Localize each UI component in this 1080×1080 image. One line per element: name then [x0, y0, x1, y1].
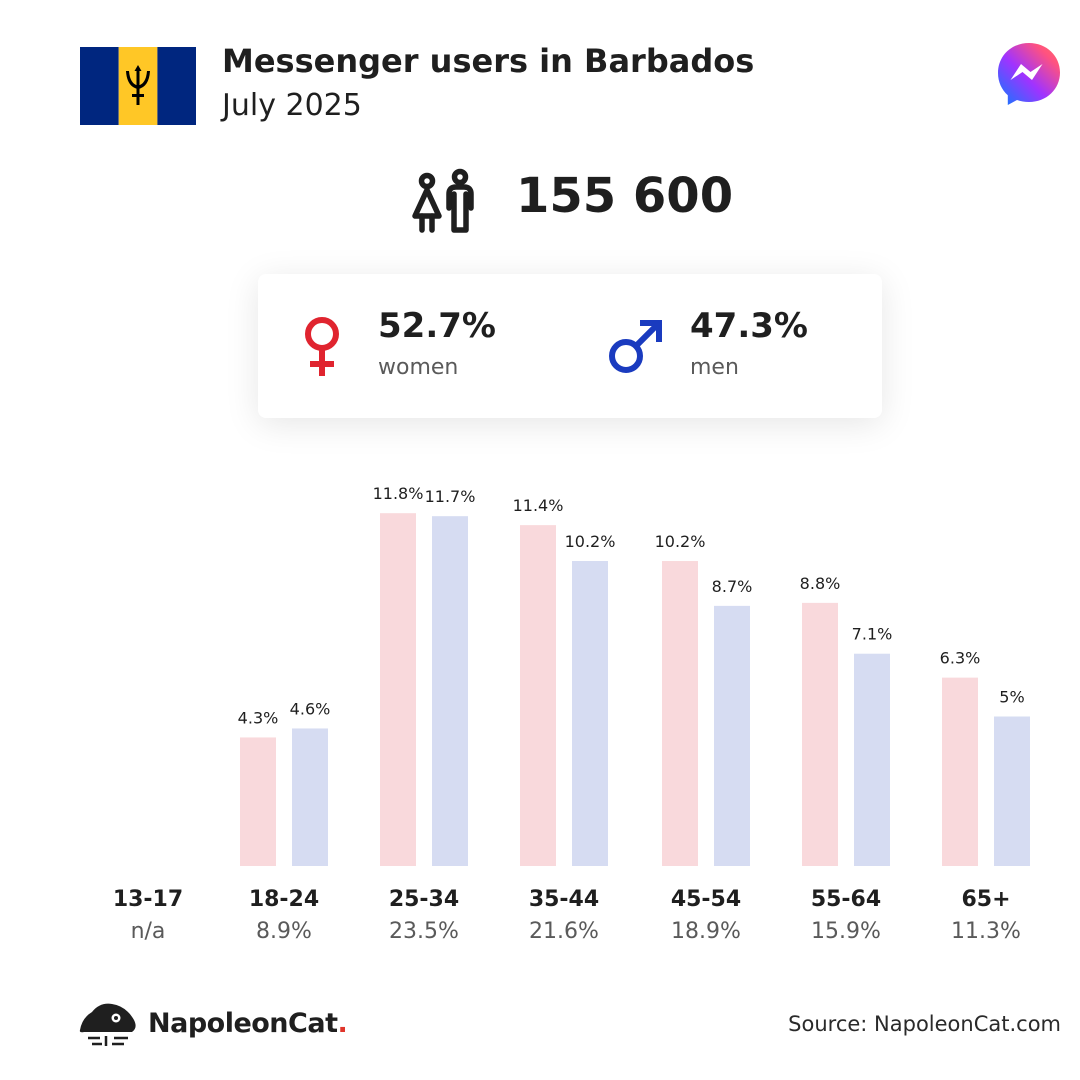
male-symbol-icon — [609, 320, 662, 373]
bar-men-45-54 — [714, 605, 750, 866]
group-total-18-24: 8.9% — [256, 919, 312, 940]
source-note: Source: NapoleonCat.com — [788, 1012, 1061, 1036]
bar-women-45-54 — [662, 561, 698, 866]
group-total-13-17: n/a — [131, 919, 166, 940]
barbados-flag-icon — [80, 47, 196, 125]
female-symbol-icon — [305, 317, 339, 376]
brand-name: NapoleonCat. — [148, 1008, 348, 1039]
bar-men-65+ — [994, 716, 1030, 866]
bar-women-65+ — [942, 677, 978, 866]
data-label-women-65+: 6.3% — [940, 649, 981, 668]
women-percentage: 52.7% — [378, 306, 496, 346]
data-label-men-45-54: 8.7% — [712, 577, 753, 596]
bar-women-35-44 — [520, 525, 556, 866]
category-label-25-34: 25-34 — [389, 887, 459, 912]
bar-men-55-64 — [854, 653, 890, 866]
brand-dot: . — [337, 1008, 348, 1039]
data-label-women-25-34: 11.8% — [373, 484, 424, 503]
men-percentage: 47.3% — [690, 306, 808, 346]
napoleoncat-logo-icon — [79, 1003, 136, 1046]
bar-women-55-64 — [802, 602, 838, 866]
data-label-men-25-34: 11.7% — [425, 487, 476, 506]
category-label-65+: 65+ — [961, 887, 1010, 912]
data-label-women-18-24: 4.3% — [238, 708, 279, 727]
users-icon — [412, 168, 474, 233]
bar-men-18-24 — [292, 728, 328, 866]
category-label-45-54: 45-54 — [671, 887, 741, 912]
men-label: men — [690, 355, 739, 380]
page-subtitle: July 2025 — [222, 88, 362, 123]
group-total-65+: 11.3% — [951, 919, 1021, 940]
data-label-men-55-64: 7.1% — [852, 625, 893, 644]
data-label-women-35-44: 11.4% — [513, 496, 564, 515]
category-label-55-64: 55-64 — [811, 887, 881, 912]
data-label-men-35-44: 10.2% — [565, 532, 616, 551]
bar-men-35-44 — [572, 561, 608, 866]
group-total-25-34: 23.5% — [389, 919, 459, 940]
category-label-13-17: 13-17 — [113, 887, 183, 912]
brand-name-text: NapoleonCat — [148, 1008, 338, 1039]
bar-women-18-24 — [240, 737, 276, 866]
messenger-logo-icon — [998, 43, 1060, 105]
age-gender-bar-chart: 13-17 n/a 4.3% 4.6% 18-24 8.9% 11.8% 11.7% 25-34… — [113, 484, 1030, 940]
group-total-35-44: 21.6% — [529, 919, 599, 940]
page-title: Messenger users in Barbados — [222, 42, 755, 80]
bar-women-25-34 — [380, 513, 416, 866]
women-label: women — [378, 355, 459, 380]
group-total-45-54: 18.9% — [671, 919, 741, 940]
group-total-55-64: 15.9% — [811, 919, 881, 940]
gender-split-card: 52.7% women 47.3% men — [258, 274, 882, 418]
total-users-value: 155 600 — [516, 168, 734, 224]
data-label-women-55-64: 8.8% — [800, 574, 841, 593]
data-label-women-45-54: 10.2% — [655, 532, 706, 551]
category-label-18-24: 18-24 — [249, 887, 319, 912]
category-label-35-44: 35-44 — [529, 887, 599, 912]
bar-men-25-34 — [432, 516, 468, 866]
data-label-men-65+: 5% — [999, 688, 1024, 707]
data-label-men-18-24: 4.6% — [290, 699, 331, 718]
